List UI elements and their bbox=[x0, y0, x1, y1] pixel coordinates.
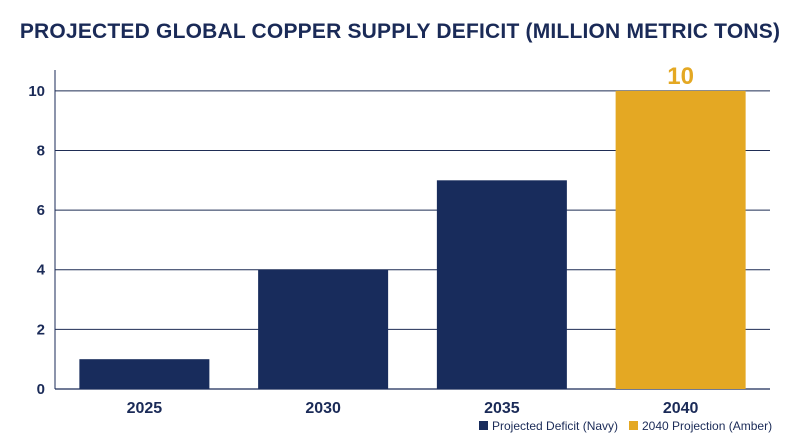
x-tick-label: 2030 bbox=[305, 400, 341, 417]
bar-2030 bbox=[258, 269, 389, 389]
legend-swatch bbox=[629, 421, 638, 430]
x-tick-label: 2025 bbox=[127, 400, 163, 417]
y-tick-label: 6 bbox=[37, 202, 45, 219]
x-tick-label: 2035 bbox=[484, 400, 520, 417]
y-tick-label: 2 bbox=[37, 321, 45, 338]
y-tick-label: 10 bbox=[28, 83, 45, 100]
bar-2040 bbox=[615, 90, 746, 390]
y-tick-label: 0 bbox=[37, 381, 45, 398]
data-label: 10 bbox=[667, 63, 694, 90]
x-tick-label: 2040 bbox=[663, 400, 699, 417]
bar-2025 bbox=[79, 359, 210, 389]
legend-label: 2040 Projection (Amber) bbox=[642, 419, 772, 433]
legend-label: Projected Deficit (Navy) bbox=[492, 419, 618, 433]
y-tick-label: 8 bbox=[37, 142, 45, 159]
bar-2035 bbox=[436, 180, 567, 389]
chart-title: PROJECTED GLOBAL COPPER SUPPLY DEFICIT (… bbox=[19, 20, 781, 43]
legend-swatch bbox=[479, 421, 488, 430]
y-tick-label: 4 bbox=[37, 262, 46, 279]
